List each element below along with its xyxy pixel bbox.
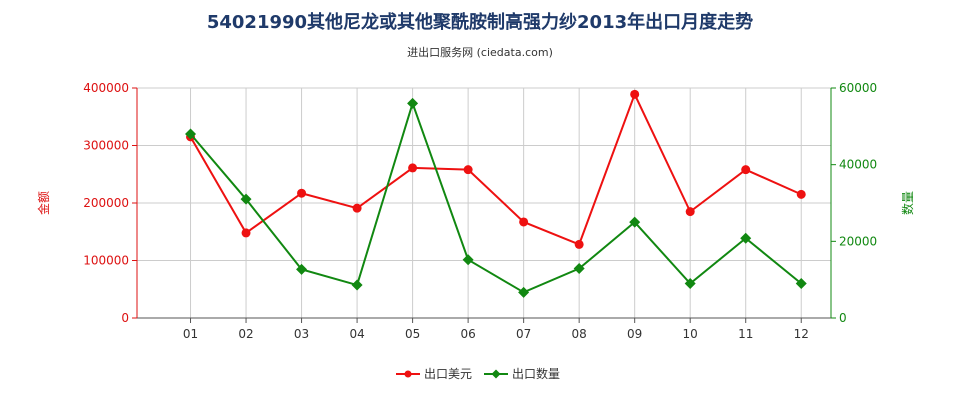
legend-label-1: 出口美元 (424, 367, 472, 381)
x-tick-label: 03 (294, 327, 309, 341)
series-1-point (297, 188, 307, 198)
x-tick-label: 08 (572, 327, 587, 341)
y-axis-right-label: 数量 (900, 191, 915, 215)
series-2-point (462, 254, 474, 266)
legend-marker-2 (491, 369, 501, 379)
series-1-point (352, 203, 362, 213)
series-2-point (351, 279, 363, 291)
x-tick-label: 05 (405, 327, 420, 341)
y-axis-left-label: 金额 (36, 191, 51, 215)
y-right-tick-label: 20000 (839, 234, 877, 248)
series-1-point (408, 163, 418, 173)
series-line-1 (189, 91, 802, 246)
series-2-point (573, 263, 585, 275)
chart-title: 54021990其他尼龙或其他聚酰胺制高强力纱2013年出口月度走势 (206, 12, 754, 33)
x-tick-label: 11 (738, 327, 753, 341)
legend-label-2: 出口数量 (512, 366, 560, 381)
series-1-point (519, 217, 529, 227)
x-tick-label: 06 (460, 327, 475, 341)
y-right-tick-label: 40000 (839, 158, 877, 172)
series-2-point (296, 263, 308, 275)
x-tick-label: 01 (183, 327, 198, 341)
series-1-point (463, 165, 473, 175)
y-left-tick-label: 300000 (83, 139, 129, 153)
series-2-point (185, 128, 197, 140)
series-2-point (407, 97, 419, 109)
x-tick-label: 04 (349, 327, 364, 341)
series-1-point (796, 189, 806, 199)
series-1-point (630, 89, 640, 99)
y-right-tick-label: 0 (839, 311, 847, 325)
series-1-point (241, 228, 251, 238)
y-left-tick-label: 400000 (83, 81, 129, 95)
series-2-point (518, 286, 530, 298)
axes: 0 100000 200000 300000 400000 0 20000 40000 6000… (83, 81, 877, 341)
grid (136, 87, 832, 319)
series-2-point (795, 278, 807, 289)
y-left-tick-label: 0 (121, 311, 129, 325)
x-tick-label: 10 (683, 327, 698, 341)
x-tick-label: 02 (238, 327, 253, 341)
series-1-point (685, 207, 695, 217)
x-tick-label: 09 (627, 327, 642, 341)
series-2-point (240, 193, 252, 205)
series-1-point (574, 239, 584, 249)
series-layer (185, 89, 807, 298)
series-line-2 (189, 100, 802, 294)
y-left-tick-label: 100000 (83, 254, 129, 268)
series-1-point (741, 165, 751, 175)
legend[interactable]: 出口美元 出口数量 (396, 366, 560, 381)
y-right-tick-label: 60000 (839, 81, 877, 95)
series-2-point (629, 216, 641, 228)
y-left-tick-label: 200000 (83, 196, 129, 210)
series-2-point (684, 278, 696, 289)
x-tick-label: 12 (794, 327, 809, 341)
series-2-point (740, 232, 752, 244)
chart-subtitle: 进出口服务网 (ciedata.com) (407, 46, 553, 59)
legend-marker-1 (404, 370, 412, 378)
x-tick-label: 07 (516, 327, 531, 341)
